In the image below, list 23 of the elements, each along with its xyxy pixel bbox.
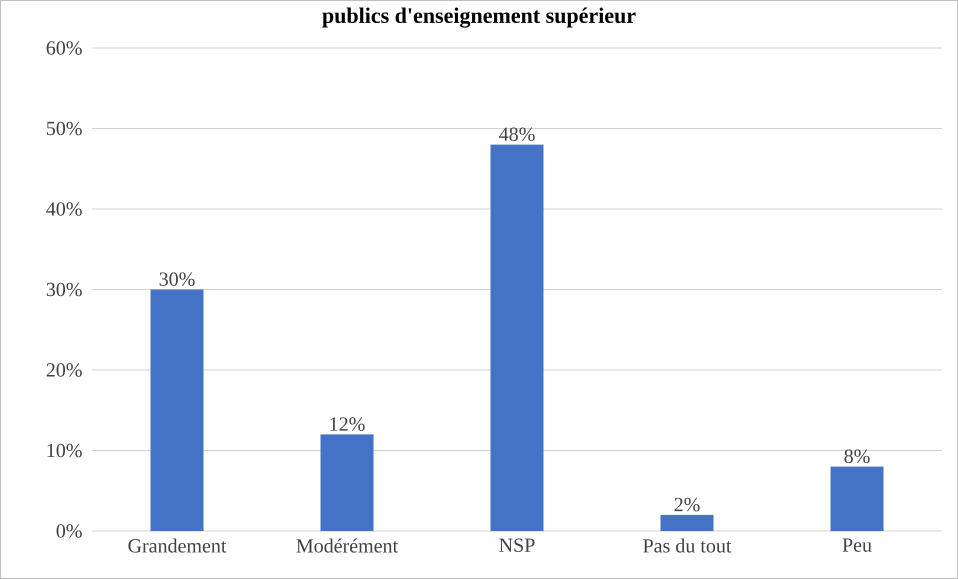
x-tick-label: NSP	[499, 538, 535, 552]
x-tick-label: Grandement	[128, 538, 226, 553]
x-tick-label: Peu	[842, 538, 872, 552]
y-tick-label: 10%	[48, 444, 82, 458]
bar	[490, 144, 544, 531]
data-label: 12%	[330, 417, 365, 431]
bar	[320, 434, 374, 531]
y-tick-label: 40%	[46, 202, 82, 216]
bar	[660, 514, 714, 531]
data-label: 8%	[844, 450, 870, 464]
chart-title: publics d'enseignement supérieur	[322, 8, 636, 28]
x-tick-label: Pas du tout	[643, 538, 732, 553]
y-tick-label: 30%	[46, 282, 82, 296]
data-label: 30%	[160, 272, 195, 286]
y-tick-label: 60%	[46, 41, 82, 55]
y-tick-label: 0%	[56, 524, 82, 538]
bar	[150, 290, 204, 531]
data-label: 2%	[674, 498, 700, 512]
y-tick-label: 50%	[46, 122, 82, 136]
x-tick-label: Modérément	[296, 538, 398, 553]
y-tick-label: 20%	[46, 363, 82, 377]
bar	[830, 466, 884, 531]
data-label: 48%	[499, 128, 535, 142]
